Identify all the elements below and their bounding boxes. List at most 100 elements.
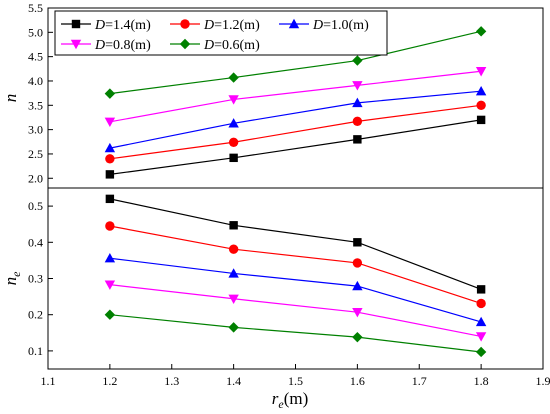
data-point [476,115,486,125]
data-point [352,116,363,127]
x-axis-title-unit: (m) [284,389,309,408]
series-1 [105,115,486,179]
x-tick-label: 1.5 [288,374,303,388]
series-3 [104,253,487,327]
series-2 [105,221,486,309]
data-point [104,117,116,128]
legend-label-var: D [203,38,214,53]
legend-marker [180,19,190,29]
y-tick-label: 2.0 [28,171,43,185]
data-point [228,294,239,304]
x-axis-title-sub: e [278,397,284,411]
y-tick-label: 3.5 [28,98,43,112]
series-line [109,30,482,95]
series-5 [104,309,487,358]
data-point [352,81,363,91]
y-tick-label: 5.5 [28,1,43,15]
data-point [228,118,239,128]
legend-label-var: D [94,38,105,53]
legend-label-value: =1.2(m) [214,18,260,33]
x-tick-label: 1.7 [412,374,427,388]
data-point [105,194,115,204]
legend-label: D=1.2(m) [203,18,260,33]
x-tick-label: 1.2 [102,374,117,388]
x-axis-title-main: r [272,389,279,408]
data-point [228,95,239,105]
y-tick-label: 0.4 [28,235,43,249]
x-tick-label: 1.4 [226,374,241,388]
y-tick-label: 5.0 [28,25,43,39]
data-point [352,280,363,291]
x-axis: 1.1 1.2 1.3 1.4 1.5 1.6 1.7 1.8 1.9 [41,364,550,388]
data-point [104,253,116,263]
series-3 [104,85,487,153]
legend-label-value: =1.0(m) [323,18,369,33]
y-tick-label: 4.5 [28,50,43,64]
legend-label-var: D [203,18,214,33]
legend-label-value: =0.6(m) [214,38,260,53]
data-point [352,258,363,268]
data-point [105,170,115,179]
data-point [475,346,487,358]
y-tick-label: 0.2 [28,308,43,322]
legend-marker [288,18,300,29]
y-axis-title-1: n [1,94,20,103]
data-point [104,142,116,153]
legend-label: D=0.8(m) [94,38,151,53]
data-point [229,221,238,230]
panel-1: 2.0 2.5 3.0 3.5 4.0 4.5 5.0 5.5 n [1,1,544,189]
legend-entry: D=0.6(m) [170,38,260,53]
y-tick-label: 2.5 [28,147,43,161]
data-point [353,238,362,247]
series-line [109,104,482,160]
data-point [476,100,486,110]
series-line [109,70,482,123]
data-point [352,307,363,318]
x-tick-label: 1.8 [474,374,489,388]
legend-entry: D=1.2(m) [170,18,260,33]
data-point [353,135,362,144]
x-tick-label: 1.6 [350,374,365,388]
y-axis-title-2: ne [1,271,23,286]
legend-marker [179,38,191,50]
x-tick-label: 1.1 [41,374,56,388]
data-point [352,97,363,108]
legend-label: D=1.4(m) [94,18,151,33]
legend-box [54,10,388,56]
data-point [475,332,487,342]
data-point [228,244,239,254]
series-line [109,257,482,323]
data-point [475,316,487,327]
series-line [109,198,482,290]
data-point [105,221,115,231]
legend-entry: D=1.4(m) [61,18,151,33]
legend-entry: D=0.8(m) [61,38,151,53]
y-tick-label: 3.0 [28,123,43,137]
legend-marker [71,19,81,29]
data-point [475,85,487,96]
legend-label-var: D [94,18,105,33]
legend-entry: D=1.0(m) [279,18,369,33]
data-point [476,298,486,309]
panel-2-frame [47,187,544,370]
y-axis-title-sub: e [9,271,23,277]
series-line [109,90,482,149]
legend-label-value: =1.4(m) [105,18,151,33]
y-axis-title-main: n [1,94,20,103]
y-tick-label: 0.1 [28,344,43,358]
data-point [476,285,486,294]
x-tick-label: 1.3 [164,374,179,388]
data-point [352,55,363,66]
legend-label-value: =0.8(m) [105,38,151,53]
data-point [228,72,239,83]
y-tick-label: 0.3 [28,272,43,286]
data-point [105,154,115,164]
series-line [109,314,482,353]
data-point [104,280,116,290]
y-tick-label: 0.5 [28,199,43,213]
series-4 [104,67,487,128]
y-tick-label: 4.0 [28,74,43,88]
data-point [475,67,487,77]
data-point [475,26,487,37]
